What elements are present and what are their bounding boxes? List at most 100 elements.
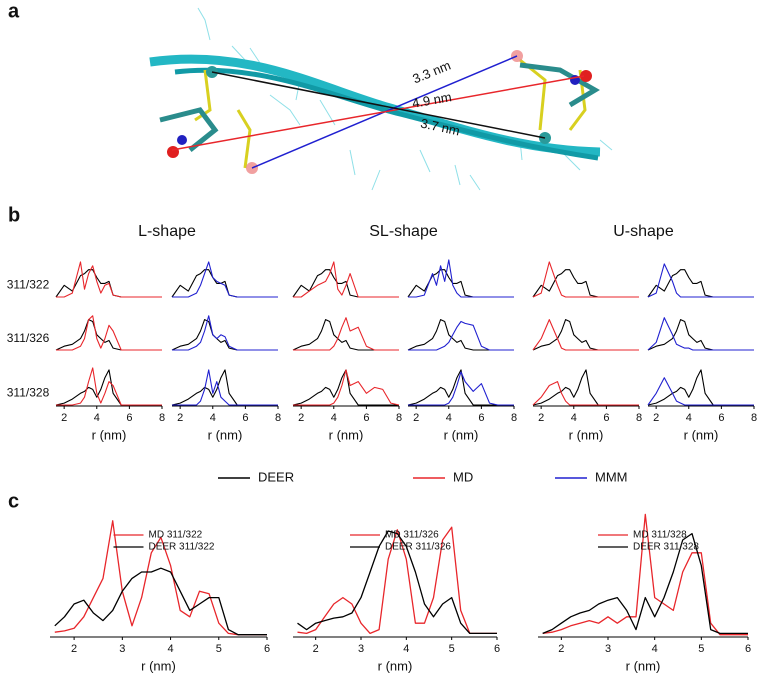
ribbon [174,67,599,161]
panel-label: c [8,490,19,512]
series-line [172,369,278,406]
x-axis-label: r (nm) [444,427,479,442]
series-line [171,319,278,351]
panel-label: a [8,0,20,22]
x-tick-label: 2 [61,412,67,424]
x-tick-label: 3 [605,643,611,655]
side-chains [197,7,613,191]
atom [167,146,179,158]
legend-label: MD 311/322 [149,530,203,541]
x-tick-label: 2 [313,643,319,655]
x-tick-label: 6 [264,643,270,655]
distance-label: 3.3 nm [410,58,452,87]
row-label: 311/326 [7,331,50,345]
series-line [647,369,754,406]
x-tick-label: 4 [210,412,216,424]
series-line [54,567,267,636]
series-line [408,371,514,406]
series-line [647,269,754,298]
distance-line [211,71,546,139]
series-line [408,259,514,298]
molecule [149,7,613,191]
x-tick-label: 6 [494,643,500,655]
series-line [297,526,497,635]
distance-label: 4.9 nm [411,89,453,111]
series-line [171,269,278,298]
x-axis-label: r (nm) [208,427,243,442]
legend-label: DEER [258,469,294,484]
series-line [56,367,162,406]
x-axis-label: r (nm) [684,427,719,442]
series-line [647,263,754,298]
x-tick-label: 8 [511,412,517,424]
series-line [647,319,754,351]
x-tick-label: 4 [167,643,173,655]
x-tick-label: 6 [745,643,751,655]
series-line [532,319,639,351]
x-tick-label: 2 [177,412,183,424]
series-line [407,319,514,351]
row-label: 311/322 [7,278,50,292]
series-line [56,315,162,351]
x-tick-label: 8 [751,412,757,424]
x-tick-label: 6 [603,412,609,424]
legend-label: DEER 311/322 [149,542,215,553]
series-line [172,261,278,298]
distance-line [171,75,585,151]
x-tick-label: 2 [71,643,77,655]
series-line [542,513,748,636]
x-tick-label: 2 [653,412,659,424]
stick [197,7,523,191]
legend-label: MD 311/328 [633,530,687,541]
series-line [55,319,162,351]
series-line [542,532,748,635]
x-axis-label: r (nm) [378,658,413,673]
series-line [292,319,399,351]
series-line [532,369,639,406]
x-tick-label: 2 [298,412,304,424]
x-tick-label: 5 [216,643,222,655]
x-tick-label: 2 [538,412,544,424]
legend-label: DEER 311/328 [633,542,699,553]
x-tick-label: 6 [478,412,484,424]
legend-label: DEER 311/326 [385,542,451,553]
series-line [293,261,399,298]
x-tick-label: 5 [449,643,455,655]
linker [194,58,587,169]
series-line [532,269,639,298]
x-tick-label: 8 [636,412,642,424]
series-line [532,381,639,406]
stick [269,94,613,171]
column-title: SL-shape [369,223,438,240]
x-axis-label: r (nm) [92,427,127,442]
x-tick-label: 4 [686,412,692,424]
x-tick-label: 5 [698,643,704,655]
series-line [172,315,278,351]
x-tick-label: 6 [363,412,369,424]
series-line [293,369,400,406]
x-tick-label: 2 [558,643,564,655]
row-label: 311/328 [7,386,50,400]
series-line [647,317,754,351]
series-line [647,377,754,406]
series-line [292,269,399,298]
panel-label: b [8,204,20,226]
x-axis-label: r (nm) [626,658,661,673]
legend-label: MMM [595,469,628,484]
atom [177,135,187,145]
x-axis-label: r (nm) [329,427,364,442]
x-axis-label: r (nm) [569,427,604,442]
series-line [532,319,639,351]
x-tick-label: 6 [126,412,132,424]
x-tick-label: 4 [403,643,409,655]
column-title: L-shape [138,223,196,240]
series-line [292,369,399,406]
x-tick-label: 3 [119,643,125,655]
x-tick-label: 8 [275,412,281,424]
x-tick-label: 4 [652,643,658,655]
x-tick-label: 6 [242,412,248,424]
legend-label: MD [453,469,473,484]
x-tick-label: 6 [718,412,724,424]
atom [580,70,592,82]
x-tick-label: 4 [446,412,452,424]
